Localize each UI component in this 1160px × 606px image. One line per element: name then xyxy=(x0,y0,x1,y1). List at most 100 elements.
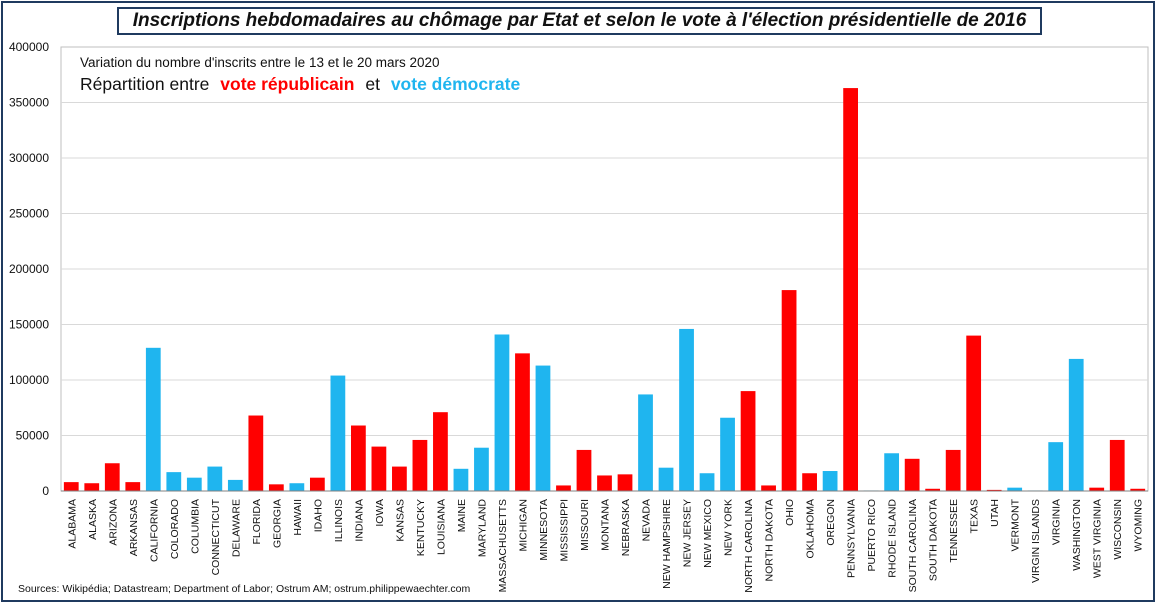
x-tick-label: ARIZONA xyxy=(107,499,119,546)
x-tick-label: WYOMING xyxy=(1133,499,1145,552)
bar-massachusetts xyxy=(494,334,510,491)
bar-utah xyxy=(986,489,1002,491)
x-axis-ticks: ALABAMA ALASKA ARIZONA ARKANSAS CALIFORNIA CO… xyxy=(66,498,1144,592)
bar-kentucky xyxy=(412,439,428,491)
chart-subtitle: Variation du nombre d'inscrits entre le … xyxy=(80,55,440,70)
x-tick-label: NEW YORK xyxy=(723,499,735,556)
x-tick-label: MASSACHUSETTS xyxy=(497,499,509,592)
x-tick-label: CONNECTICUT xyxy=(210,498,222,575)
x-tick-label: NEW JERSEY xyxy=(682,499,694,567)
legend-republican: vote républicain xyxy=(220,74,354,94)
chart-title: Inscriptions hebdomadaires au chômage pa… xyxy=(132,10,1027,31)
x-tick-label: CALIFORNIA xyxy=(148,499,160,562)
x-tick-label: COLORADO xyxy=(169,499,181,559)
bar-mississippi xyxy=(556,485,571,491)
x-tick-label: ALABAMA xyxy=(66,499,78,549)
x-tick-label: OHIO xyxy=(784,499,796,526)
bar-arizona xyxy=(104,463,120,491)
bar-connecticut xyxy=(207,466,223,491)
x-tick-label: ARKANSAS xyxy=(128,499,140,556)
x-tick-label: DELAWARE xyxy=(230,499,242,557)
bar-vermont xyxy=(1007,487,1023,491)
bar-north-carolina xyxy=(740,391,756,491)
legend-prefix: Répartition entre xyxy=(80,74,209,94)
bar-alabama xyxy=(63,482,79,491)
x-tick-label: MINNESOTA xyxy=(538,499,550,561)
bar-kansas xyxy=(392,466,407,491)
x-tick-label: NEBRASKA xyxy=(620,499,632,556)
bar-florida xyxy=(248,415,264,491)
bar-colorado xyxy=(166,472,182,491)
y-tick-label: 50000 xyxy=(16,429,50,443)
bar-illinois xyxy=(330,375,346,491)
bar-washington xyxy=(1068,358,1084,491)
bar-hawaii xyxy=(289,483,305,491)
x-tick-label: NORTH DAKOTA xyxy=(764,499,776,581)
x-tick-label: INDIANA xyxy=(353,499,365,542)
bar-tennessee xyxy=(945,449,961,491)
y-tick-label: 400000 xyxy=(9,40,49,54)
x-tick-label: WASHINGTON xyxy=(1071,499,1083,571)
x-tick-label: SOUTH DAKOTA xyxy=(928,499,940,581)
x-tick-label: MONTANA xyxy=(600,499,612,551)
x-tick-label: ILLINOIS xyxy=(333,499,345,542)
x-tick-label: NEVADA xyxy=(641,499,653,541)
bar-ohio xyxy=(781,290,797,491)
bar-wisconsin xyxy=(1109,439,1125,491)
x-tick-label: ALASKA xyxy=(87,499,99,540)
bar-maryland xyxy=(474,447,489,491)
bar-alaska xyxy=(84,483,100,491)
x-tick-label: OREGON xyxy=(825,499,837,546)
legend-connector: et xyxy=(365,74,380,94)
x-tick-label: MAINE xyxy=(456,499,468,532)
y-axis-ticks: 0 50000 100000 150000 200000 250000 300000 3500… xyxy=(9,40,49,498)
gridlines xyxy=(61,102,1148,436)
x-tick-label: VIRGIN ISLANDS xyxy=(1030,499,1042,583)
x-tick-label: MISSISSIPPI xyxy=(558,499,570,561)
x-tick-label: KENTUCKY xyxy=(415,499,427,556)
bar-oregon xyxy=(822,471,838,491)
bar-maine xyxy=(453,468,469,491)
bar-wyoming xyxy=(1130,488,1146,491)
source-note: Sources: Wikipédia; Datastream; Departme… xyxy=(18,583,471,595)
legend: Répartition entre vote républicain et vo… xyxy=(80,74,520,94)
bar-indiana xyxy=(351,425,366,491)
x-tick-label: RHODE ISLAND xyxy=(887,499,899,578)
x-tick-label: MISSOURI xyxy=(579,499,591,551)
bar-pennsylvania xyxy=(843,88,858,491)
bar-delaware xyxy=(227,479,243,491)
bar-north-dakota xyxy=(761,485,776,491)
bar-south-carolina xyxy=(904,458,920,491)
x-tick-label: WISCONSIN xyxy=(1112,499,1124,560)
x-tick-label: MARYLAND xyxy=(476,499,488,558)
x-tick-label: SOUTH CAROLINA xyxy=(907,499,919,592)
x-tick-label: KANSAS xyxy=(394,499,406,542)
bar-montana xyxy=(597,475,612,491)
y-tick-label: 0 xyxy=(42,484,49,498)
bar-california xyxy=(145,347,161,491)
bar-michigan xyxy=(515,353,530,491)
y-tick-label: 350000 xyxy=(9,96,49,110)
bar-nevada xyxy=(638,394,653,491)
x-tick-label: VERMONT xyxy=(1010,498,1022,551)
x-tick-label: TENNESSEE xyxy=(948,499,960,563)
bar-arkansas xyxy=(125,482,141,491)
x-tick-label: OKLAHOMA xyxy=(805,499,817,559)
x-tick-label: FLORIDA xyxy=(251,499,263,545)
bar-missouri xyxy=(576,449,592,491)
bar-minnesota xyxy=(535,365,551,491)
x-tick-label: PENNSYLVANIA xyxy=(846,499,858,578)
x-tick-label: VIRGINIA xyxy=(1051,499,1063,545)
y-tick-label: 150000 xyxy=(9,318,49,332)
x-tick-label: PUERTO RICO xyxy=(866,499,878,572)
x-tick-label: MICHIGAN xyxy=(517,499,529,552)
x-tick-label: IOWA xyxy=(374,499,386,527)
bar-south-dakota xyxy=(925,488,941,491)
bar-nebraska xyxy=(617,474,633,491)
bar-new-hampshire xyxy=(658,467,674,491)
y-tick-label: 300000 xyxy=(9,151,49,165)
x-tick-label: NORTH CAROLINA xyxy=(743,499,755,593)
bar-louisiana xyxy=(433,412,448,491)
chart-title-box: Inscriptions hebdomadaires au chômage pa… xyxy=(117,7,1042,35)
